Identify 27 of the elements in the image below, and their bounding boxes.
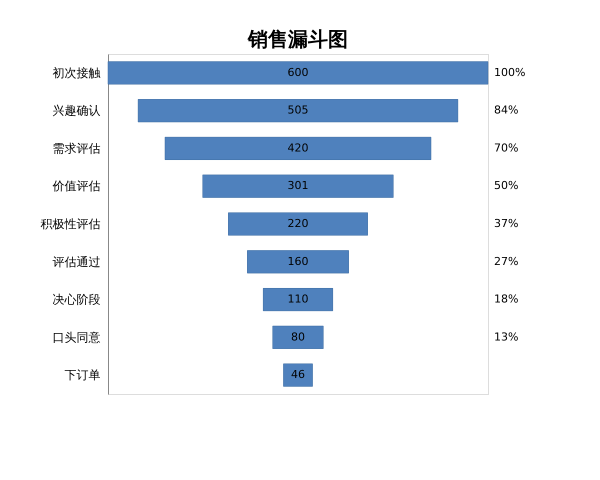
- data-label: 80: [291, 330, 305, 344]
- category-label: 决心阶段: [52, 292, 100, 307]
- category-label: 需求评估: [52, 141, 100, 156]
- category-label: 评估通过: [52, 254, 100, 269]
- text: 84%: [494, 104, 518, 117]
- text: 50%: [494, 179, 518, 192]
- data-label: 505: [288, 104, 308, 117]
- category-label: 积极性评估: [40, 217, 100, 231]
- data-label: 110: [288, 292, 308, 306]
- text: 100%: [494, 66, 526, 79]
- text: 销售漏斗图: [247, 27, 348, 51]
- text: 70%: [494, 141, 518, 154]
- category-label: 下订单: [64, 368, 100, 382]
- data-label: 301: [288, 179, 308, 192]
- category-label: 价值评估: [52, 179, 100, 194]
- data-label: 220: [288, 217, 308, 230]
- category-label: 兴趣确认: [52, 104, 100, 118]
- data-label: 420: [288, 141, 308, 154]
- text: 13%: [494, 330, 518, 344]
- data-label: 46: [291, 368, 305, 382]
- data-label: 160: [288, 254, 308, 268]
- text: 18%: [494, 292, 518, 306]
- text: 27%: [494, 254, 518, 268]
- text: 37%: [494, 217, 518, 230]
- category-label: 口头同意: [52, 330, 100, 344]
- data-label: 600: [288, 66, 308, 79]
- category-label: 初次接触: [52, 66, 100, 80]
